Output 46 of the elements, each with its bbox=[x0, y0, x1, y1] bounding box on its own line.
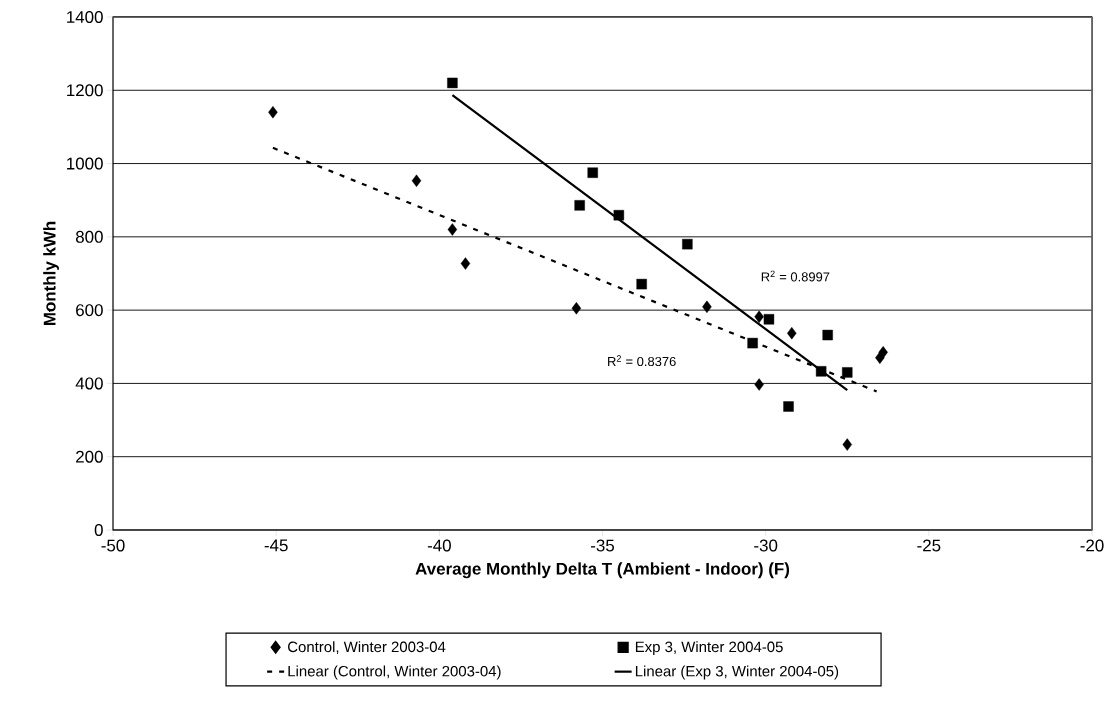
x-tick-label: -40 bbox=[427, 539, 451, 552]
annotation: R$^{2}$ = 0.8997 bbox=[761, 270, 830, 282]
point bbox=[842, 367, 853, 378]
x-tick-label: -30 bbox=[754, 539, 778, 552]
point bbox=[587, 167, 598, 178]
point bbox=[842, 438, 852, 451]
y-tick-label: 1200 bbox=[67, 84, 103, 97]
y-tick-label: 1400 bbox=[67, 10, 103, 23]
legend-label: Linear (Control, Winter 2003-04) bbox=[288, 665, 501, 680]
point bbox=[447, 77, 458, 89]
point bbox=[268, 106, 278, 119]
point bbox=[783, 401, 794, 412]
point bbox=[787, 327, 797, 340]
x-tick-label: -25 bbox=[917, 539, 941, 552]
point bbox=[702, 300, 712, 314]
y-axis-title: Monthly kWh bbox=[43, 221, 59, 326]
point bbox=[613, 210, 625, 221]
point bbox=[754, 310, 764, 323]
point bbox=[447, 223, 458, 236]
x-tick-label: -35 bbox=[591, 539, 615, 552]
y-tick-label: 400 bbox=[75, 377, 103, 390]
y-tick-label: 600 bbox=[76, 304, 103, 317]
legend-label: Linear (Exp 3, Winter 2004-05) bbox=[635, 665, 839, 680]
y-tick-label: 800 bbox=[75, 230, 103, 243]
point bbox=[763, 314, 775, 325]
point bbox=[682, 238, 693, 250]
x-tick-label: -45 bbox=[264, 539, 288, 552]
x-axis-title: Average Monthly Delta T (Ambient - Indoor) (F) bbox=[415, 562, 790, 579]
point bbox=[460, 257, 471, 270]
point bbox=[411, 174, 422, 187]
legend-label: Control, Winter 2003-04 bbox=[288, 641, 446, 654]
point bbox=[636, 278, 647, 290]
point bbox=[754, 378, 764, 391]
legend-label: Exp 3, Winter 2004-05 bbox=[635, 641, 783, 656]
point bbox=[574, 200, 585, 211]
x-tick-label: -50 bbox=[101, 539, 125, 552]
y-tick-label: 1000 bbox=[67, 157, 103, 170]
x-tick-label: -20 bbox=[1080, 539, 1104, 552]
point bbox=[747, 337, 758, 349]
point bbox=[822, 329, 833, 341]
point bbox=[571, 302, 582, 315]
point bbox=[878, 346, 888, 359]
y-tick-label: 200 bbox=[76, 450, 103, 463]
y-tick-label: 0 bbox=[94, 523, 103, 536]
annotation: R$^{2}$ = 0.8376 bbox=[608, 355, 676, 367]
point bbox=[815, 366, 827, 377]
